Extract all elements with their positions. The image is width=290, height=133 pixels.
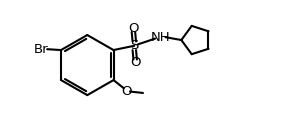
Text: NH: NH — [151, 31, 170, 44]
Text: S: S — [130, 39, 139, 52]
Text: Br: Br — [34, 43, 48, 56]
Text: O: O — [128, 22, 139, 35]
Text: O: O — [130, 56, 140, 69]
Text: O: O — [121, 85, 132, 98]
